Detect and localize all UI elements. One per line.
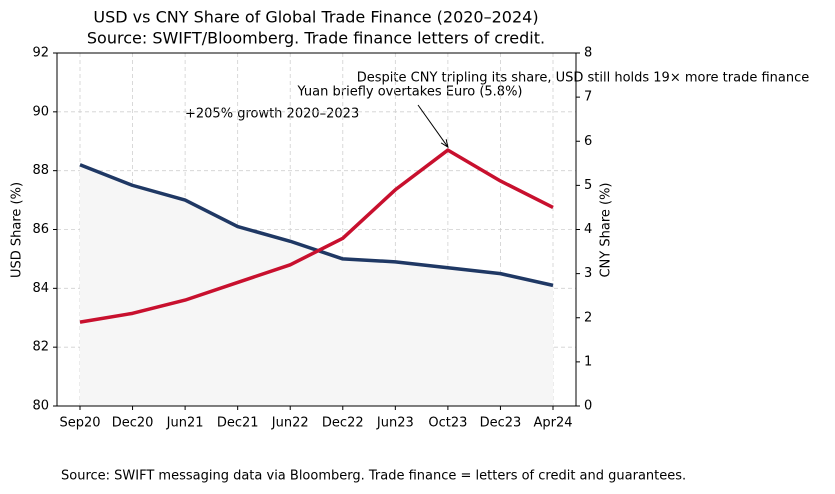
x-tick-label: Oct23 [428, 416, 467, 431]
x-tick-label: Sep20 [59, 416, 100, 431]
x-tick-label: Jun21 [166, 416, 204, 431]
y2-axis-title: CNY Share (%) [599, 182, 614, 277]
y2-tick-label: 7 [584, 90, 592, 105]
annotation: Yuan briefly overtakes Euro (5.8%) [296, 85, 522, 100]
y-tick-label: 80 [32, 399, 49, 414]
x-tick-label: Dec22 [322, 416, 364, 431]
y2-tick-label: 6 [584, 134, 592, 149]
x-tick-label: Apr24 [533, 416, 572, 431]
x-tick-label: Dec20 [112, 416, 154, 431]
x-tick-label: Jun22 [271, 416, 309, 431]
y-tick-label: 84 [32, 281, 49, 296]
y2-tick-label: 4 [584, 222, 592, 237]
y2-tick-label: 8 [584, 46, 592, 61]
y-axis-title: USD Share (%) [10, 182, 25, 278]
y2-tick-label: 2 [584, 310, 592, 325]
series-line [79, 148, 554, 324]
y-tick-label: 82 [32, 340, 49, 355]
y-tick-label: 92 [32, 46, 49, 61]
chart-title: USD vs CNY Share of Global Trade Finance… [93, 8, 538, 27]
x-tick-label: Dec21 [217, 416, 259, 431]
x-tick-label: Dec23 [480, 416, 522, 431]
y-tick-label: 88 [32, 163, 49, 178]
chart-subtitle: Source: SWIFT/Bloomberg. Trade finance l… [87, 29, 545, 48]
annotation-arrow [417, 104, 449, 148]
area-fill [80, 164, 553, 406]
y-tick-label: 86 [32, 222, 49, 237]
y-tick-label: 90 [32, 104, 49, 119]
annotation: Despite CNY tripling its share, USD stil… [357, 71, 809, 86]
annotation-arrowhead [440, 139, 449, 149]
x-tick-label: Jun23 [376, 416, 414, 431]
y2-tick-label: 5 [584, 178, 592, 193]
y2-tick-label: 0 [584, 399, 592, 414]
annotation: +205% growth 2020–2023 [185, 107, 359, 122]
y2-tick-label: 1 [584, 354, 592, 369]
y2-tick-label: 3 [584, 266, 592, 281]
footer-note: Source: SWIFT messaging data via Bloombe… [61, 469, 686, 484]
